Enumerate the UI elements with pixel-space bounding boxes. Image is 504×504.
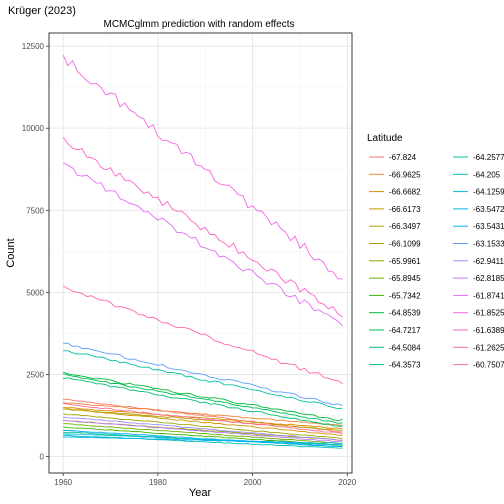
series-line bbox=[63, 433, 343, 446]
legend-label: -66.1099 bbox=[389, 240, 421, 249]
series-line bbox=[63, 419, 343, 443]
legend-label: -61.8741 bbox=[473, 291, 504, 300]
y-tick-label: 5000 bbox=[26, 288, 44, 297]
series-line bbox=[63, 402, 343, 426]
legend-label: -64.5084 bbox=[389, 343, 421, 352]
legend-label: -65.7342 bbox=[389, 291, 421, 300]
legend-label: -64.3573 bbox=[389, 361, 421, 370]
legend-label: -61.6389 bbox=[473, 326, 504, 335]
plot-border bbox=[48, 32, 353, 474]
legend-label: -66.6173 bbox=[389, 205, 421, 214]
legend-label: -65.8945 bbox=[389, 274, 421, 283]
legend-label: -62.8185 bbox=[473, 274, 504, 283]
series-line bbox=[62, 136, 343, 318]
x-tick-label: 2000 bbox=[244, 478, 262, 487]
legend-label: -61.8525 bbox=[473, 309, 504, 318]
legend-label: -66.6682 bbox=[389, 188, 421, 197]
y-tick-label: 10000 bbox=[22, 124, 45, 133]
legend-label: -64.205 bbox=[473, 170, 501, 179]
legend-label: -63.5472 bbox=[473, 205, 504, 214]
legend-label: -67.824 bbox=[389, 153, 417, 162]
legend-label: -60.7507 bbox=[473, 361, 504, 370]
series-line bbox=[62, 54, 343, 280]
series-line bbox=[62, 285, 343, 385]
x-tick-label: 1980 bbox=[149, 478, 167, 487]
x-tick-label: 1960 bbox=[54, 478, 72, 487]
grid bbox=[49, 33, 352, 473]
series-line bbox=[63, 407, 343, 430]
plot-panel bbox=[48, 32, 353, 474]
series-line bbox=[63, 434, 343, 449]
y-axis-title: Count bbox=[5, 238, 17, 267]
legend-title: Latitude bbox=[367, 133, 403, 144]
y-tick-label: 2500 bbox=[26, 370, 44, 379]
legend: -67.824 -66.9625 -66.6682 -66.6173 -66.3497 -… bbox=[369, 153, 504, 370]
y-tick-label: 7500 bbox=[26, 206, 44, 215]
x-axis: 1960 1980 2000 2020 bbox=[54, 473, 357, 487]
legend-label: -64.7217 bbox=[389, 326, 421, 335]
series-line bbox=[63, 371, 343, 422]
series-line bbox=[63, 413, 343, 440]
x-axis-title: Year bbox=[189, 487, 212, 499]
legend-label: -64.1259 bbox=[473, 188, 504, 197]
series-lines bbox=[62, 54, 343, 449]
legend-label: -63.5431 bbox=[473, 222, 504, 231]
series-line bbox=[63, 423, 343, 445]
legend-label: -64.2577 bbox=[473, 153, 504, 162]
chart-title: Krüger (2023) bbox=[8, 5, 76, 17]
series-line bbox=[63, 162, 343, 327]
legend-label: -63.1533 bbox=[473, 240, 504, 249]
series-line bbox=[63, 429, 343, 448]
legend-label: -64.8539 bbox=[389, 309, 421, 318]
series-line bbox=[63, 342, 343, 407]
legend-label: -61.2625 bbox=[473, 343, 504, 352]
legend-label: -62.9411 bbox=[473, 257, 504, 266]
legend-label: -65.9961 bbox=[389, 257, 421, 266]
y-tick-label: 12500 bbox=[22, 42, 45, 51]
chart-subtitle: MCMCglmm prediction with random effects bbox=[104, 19, 295, 30]
x-tick-label: 2020 bbox=[338, 478, 356, 487]
series-line bbox=[63, 403, 343, 435]
series-line bbox=[63, 416, 343, 441]
series-line bbox=[63, 408, 343, 436]
series-line bbox=[63, 350, 343, 410]
y-tick-label: 0 bbox=[40, 453, 45, 462]
y-axis: 0 2500 5000 7500 10000 12500 bbox=[22, 42, 49, 462]
legend-label: -66.9625 bbox=[389, 170, 421, 179]
legend-label: -66.3497 bbox=[389, 222, 421, 231]
series-line bbox=[63, 373, 343, 424]
series-line bbox=[63, 436, 343, 445]
series-line bbox=[63, 377, 343, 427]
